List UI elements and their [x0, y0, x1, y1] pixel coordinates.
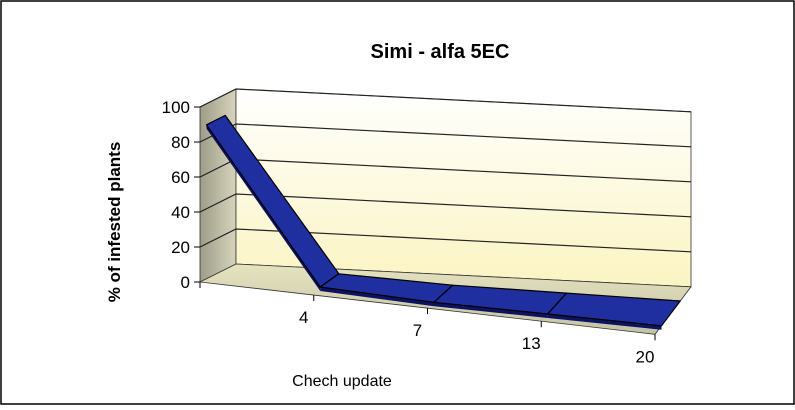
y-axis-title: % of infested plants	[105, 142, 124, 303]
x-axis-title: Chech update	[292, 373, 392, 390]
gridline	[199, 228, 692, 253]
y-tick-label: 100	[162, 98, 190, 117]
gridline	[199, 88, 692, 113]
x-tick-label: 4	[299, 308, 308, 327]
x-tick-label: 20	[636, 347, 655, 366]
series-segment-edge	[320, 287, 434, 307]
side-wall	[199, 88, 237, 283]
series-segment-edge	[434, 302, 548, 318]
x-tick-label: 7	[413, 321, 422, 340]
y-tick-label: 20	[171, 238, 190, 257]
series-segment	[547, 292, 681, 327]
chart-title: Simi - alfa 5EC	[371, 41, 510, 63]
y-tick-label: 60	[171, 168, 190, 187]
series-segment-edge	[547, 314, 662, 330]
chart-gridlines	[199, 88, 692, 253]
y-tick-label: 0	[181, 273, 190, 292]
x-axis-ticks: 4 7 13 20	[199, 282, 656, 366]
y-axis-ticks: 0 20 40 60 80 100	[162, 98, 200, 292]
y-tick-label: 80	[171, 133, 190, 152]
chart-series	[205, 114, 681, 330]
y-tick-label: 40	[171, 203, 190, 222]
x-tick-label: 13	[522, 334, 541, 353]
gridline	[199, 193, 692, 218]
